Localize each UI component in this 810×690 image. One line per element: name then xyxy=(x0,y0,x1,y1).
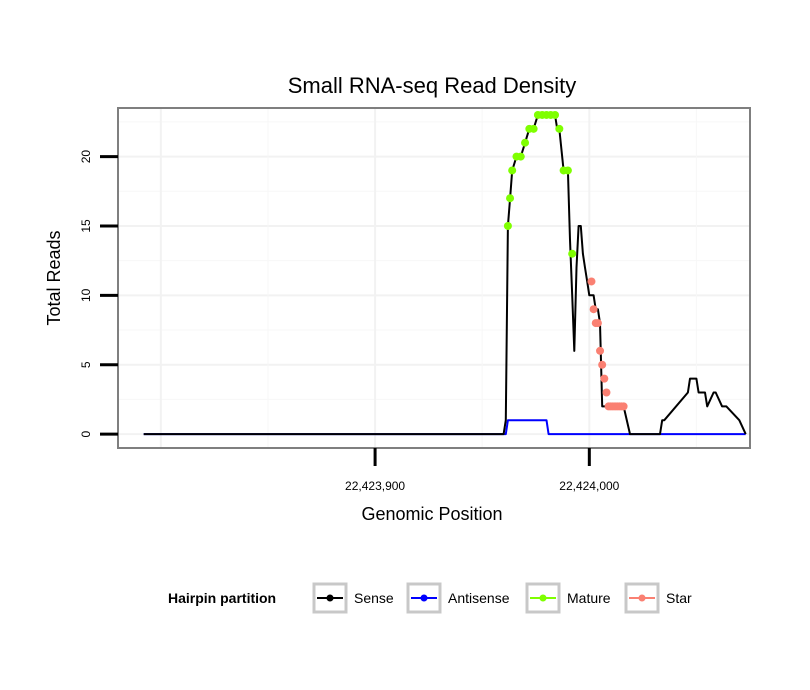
legend-key-point xyxy=(326,594,334,602)
x-axis-title: Genomic Position xyxy=(361,504,502,524)
data-point-mature xyxy=(551,110,560,119)
data-point-mature xyxy=(516,152,525,161)
legend-label: Sense xyxy=(354,590,394,606)
data-point-star xyxy=(602,388,611,397)
legend-key-point xyxy=(539,594,547,602)
y-axis-title: Total Reads xyxy=(44,230,64,325)
data-point-star xyxy=(619,402,628,411)
data-point-mature xyxy=(555,124,564,133)
data-point-star xyxy=(598,360,607,369)
legend-key-point xyxy=(638,594,646,602)
legend-title: Hairpin partition xyxy=(168,590,276,606)
data-point-mature xyxy=(568,249,577,258)
data-point-star xyxy=(593,319,602,328)
x-tick-label: 22,423,900 xyxy=(345,479,405,493)
y-tick-label: 20 xyxy=(79,150,93,164)
data-point-mature xyxy=(506,194,515,203)
x-axis: 22,423,900 22,424,000 xyxy=(345,448,620,493)
plot-panel xyxy=(118,108,750,448)
series-layer xyxy=(143,110,747,436)
y-tick-label: 0 xyxy=(79,430,93,437)
data-point-star xyxy=(596,346,605,355)
data-point-star xyxy=(587,277,596,286)
plot-border xyxy=(117,107,751,449)
legend-key-point xyxy=(420,594,428,602)
data-point-mature xyxy=(508,166,517,175)
grid xyxy=(118,108,750,448)
y-tick-label: 15 xyxy=(79,219,93,233)
legend-label: Star xyxy=(666,590,692,606)
legend-label: Antisense xyxy=(448,590,510,606)
chart-title: Small RNA-seq Read Density xyxy=(288,73,577,98)
data-point-mature xyxy=(521,138,530,147)
y-axis: 0 5 10 15 20 xyxy=(79,150,118,437)
legend-label: Mature xyxy=(567,590,611,606)
y-tick-label: 10 xyxy=(79,288,93,302)
y-tick-label: 5 xyxy=(79,361,93,368)
legend: Hairpin partition Sense Antisense Mature St… xyxy=(168,582,692,614)
data-point-star xyxy=(589,305,598,314)
data-point-mature xyxy=(503,221,512,230)
data-point-mature xyxy=(563,166,572,175)
x-tick-label: 22,424,000 xyxy=(559,479,619,493)
data-point-star xyxy=(600,374,609,383)
data-point-mature xyxy=(529,124,538,133)
